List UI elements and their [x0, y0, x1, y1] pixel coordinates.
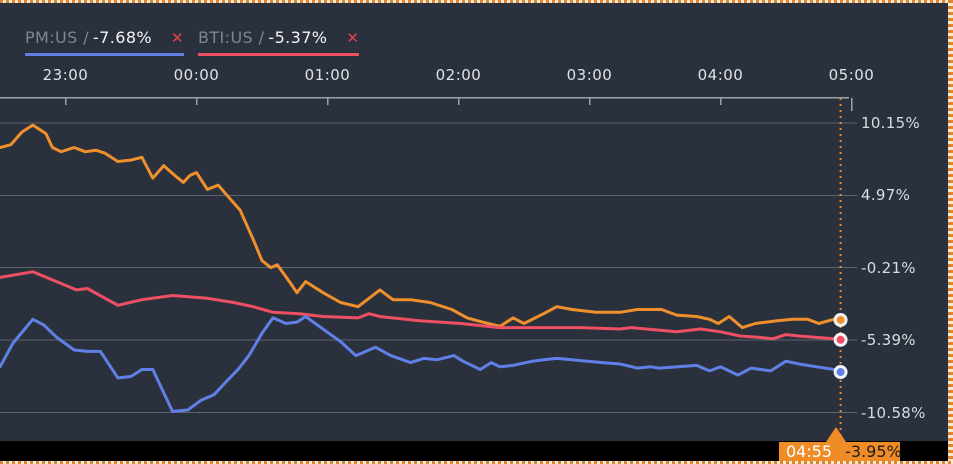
legend-change-value: -5.37%: [268, 28, 328, 47]
legend-item-pm-us[interactable]: PM:US / -7.68% ✕: [25, 28, 184, 56]
x-axis-label: 04:00: [697, 66, 744, 84]
close-icon[interactable]: ✕: [171, 29, 184, 47]
tooltip-time: 04:55: [786, 442, 833, 461]
selection-border-bottom: [0, 461, 953, 464]
series-endpoint-marker-pink: [833, 332, 848, 347]
y-axis-label: 10.15%: [861, 114, 920, 133]
legend-ticker-label: BTI:US /: [197, 28, 265, 47]
legend-ticker-label: PM:US /: [25, 28, 89, 47]
x-axis-label: 02:00: [435, 66, 482, 84]
y-axis-label: 4.97%: [861, 186, 911, 205]
x-axis-label: 01:00: [304, 66, 351, 84]
cursor-tooltip: 04:55 -3.95%: [779, 442, 902, 462]
y-axis-label: -10.58%: [861, 403, 926, 422]
tooltip-arrow-icon: [826, 427, 846, 442]
securities-legend: PM:US / -7.68% ✕ BTI:US / -5.37% ✕: [25, 28, 373, 56]
y-axis-label: -0.21%: [861, 258, 916, 277]
legend-change-value: -7.68%: [93, 28, 153, 47]
close-icon[interactable]: ✕: [346, 29, 360, 47]
selection-border-top: [0, 0, 953, 3]
selection-border-right: [948, 0, 953, 464]
series-endpoint-marker-blue: [833, 365, 848, 380]
tooltip-value: -3.95%: [845, 442, 902, 461]
series-line-pink: [0, 270, 843, 342]
series-line-blue: [0, 315, 843, 413]
bottom-bar: [0, 441, 948, 461]
series-line-orange: [0, 123, 843, 330]
x-axis-label: 05:00: [828, 66, 875, 84]
x-axis-label: 03:00: [566, 66, 613, 84]
series-endpoint-marker-orange: [833, 312, 848, 327]
x-axis-label: 23:00: [42, 66, 89, 84]
y-axis-label: -5.39%: [861, 331, 916, 350]
legend-item-bti-us[interactable]: BTI:US / -5.37% ✕: [197, 28, 360, 56]
x-axis-label: 00:00: [173, 66, 220, 84]
